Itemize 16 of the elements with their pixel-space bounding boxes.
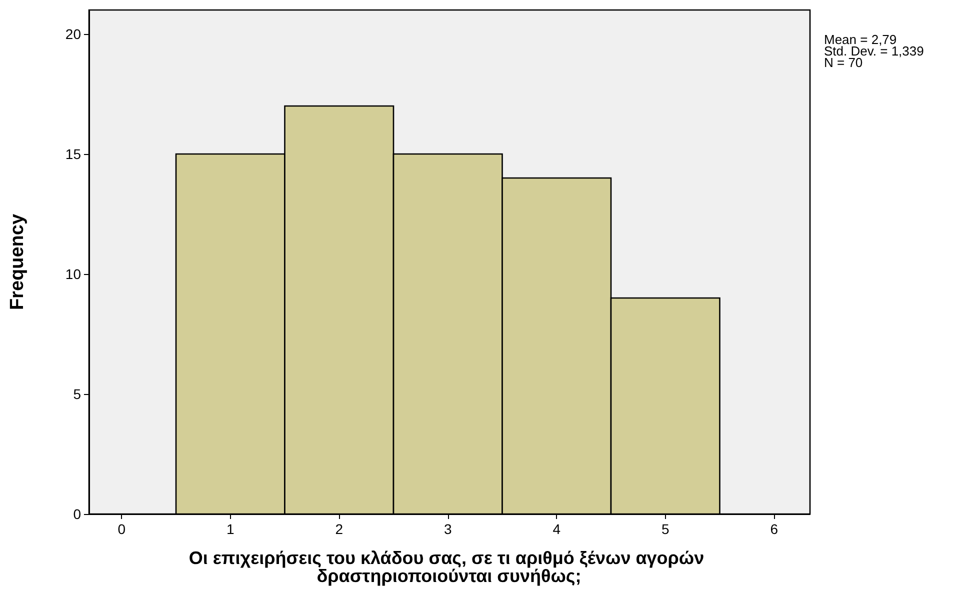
y-tick-label: 15	[65, 146, 82, 162]
x-axis-title: Οι επιχειρήσεις του κλάδου σας, σε τι αριθμό ξένων αγορών δραστηριοποιούνται συνήθως;	[188, 548, 710, 586]
x-tick-label: 3	[444, 521, 452, 537]
x-tick-label: 2	[335, 521, 344, 537]
y-tick-label: 0	[73, 506, 82, 522]
y-tick-label: 5	[73, 386, 82, 402]
x-tick-label: 1	[226, 521, 234, 537]
x-tick-label: 5	[661, 521, 670, 537]
text: Mean = 2,79	[824, 32, 897, 47]
x-tick-label: 0	[118, 521, 126, 537]
x-tick-label: 6	[770, 521, 778, 537]
text: N = 70	[824, 55, 863, 70]
y-tick-label: 10	[65, 266, 82, 282]
y-axis-title: Frequency	[7, 214, 28, 310]
x-tick-label: 4	[552, 521, 561, 537]
y-tick-label: 20	[65, 26, 82, 42]
